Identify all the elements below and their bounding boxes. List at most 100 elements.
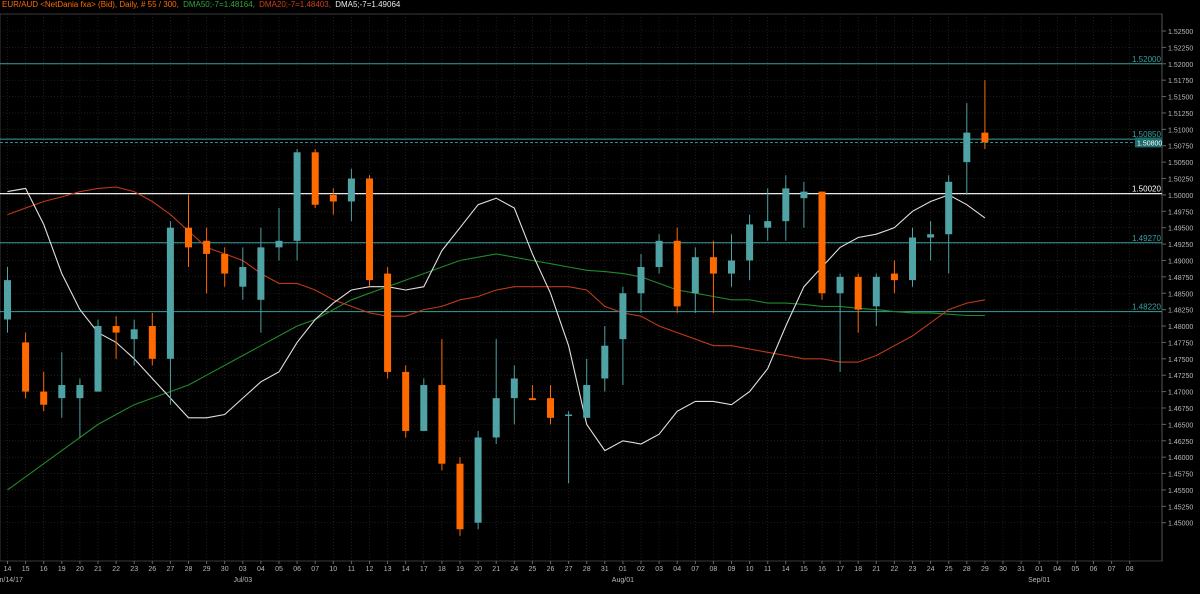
dma50-legend: DMA50;-7=1.48164,	[183, 0, 255, 9]
candle-body	[637, 267, 645, 294]
candle	[981, 80, 989, 150]
candle-body	[981, 132, 989, 143]
x-tick-label: 08	[710, 566, 718, 573]
candle	[221, 247, 229, 287]
candle	[854, 273, 862, 333]
x-tick-label: 27	[565, 566, 573, 573]
candle	[601, 326, 609, 392]
x-tick-label: 21	[94, 566, 102, 573]
x-tick-label: 05	[1072, 566, 1080, 573]
candle-body	[890, 273, 898, 281]
candle	[239, 247, 247, 300]
x-tick-label: 24	[510, 566, 518, 573]
y-tick-label: 1.52250	[1168, 45, 1193, 52]
candle	[800, 181, 808, 228]
y-tick-label: 1.48500	[1168, 291, 1193, 298]
candle	[510, 365, 518, 425]
candle-body	[764, 221, 772, 228]
x-month-label: Aug/01	[612, 577, 634, 584]
candle-body	[872, 276, 880, 307]
candle	[872, 273, 880, 327]
candle-body	[311, 152, 319, 205]
candle-body	[709, 257, 717, 274]
y-tick-label: 1.45000	[1168, 521, 1193, 528]
candle	[619, 286, 627, 386]
candle-body	[4, 280, 11, 320]
x-tick-label: 07	[691, 566, 699, 573]
candle	[311, 149, 319, 209]
candle-body	[565, 414, 573, 417]
x-tick-label: 07	[1108, 566, 1116, 573]
x-month-label: Jul/03	[233, 577, 252, 584]
x-tick-label: 22	[112, 566, 120, 573]
candle-body	[619, 293, 627, 340]
candle	[203, 227, 211, 294]
x-tick-label: 06	[1090, 566, 1098, 573]
candle	[963, 103, 971, 195]
x-tick-label: 20	[76, 566, 84, 573]
x-tick-label: 28	[583, 566, 591, 573]
candle-body	[963, 132, 971, 163]
x-tick-label: 04	[257, 566, 265, 573]
x-tick-label: 29	[203, 566, 211, 573]
level-label: 1.48220	[1132, 303, 1161, 312]
candle	[94, 319, 102, 392]
candle-body	[583, 385, 591, 418]
x-tick-label: 26	[148, 566, 156, 573]
x-tick-label: 21	[872, 566, 880, 573]
y-tick-label: 1.48250	[1168, 308, 1193, 315]
instrument-title: EUR/AUD <NetDania fxa> (Bid), Daily, # 5…	[2, 0, 179, 9]
y-tick-label: 1.51000	[1168, 127, 1193, 134]
y-tick-label: 1.50750	[1168, 144, 1193, 151]
ma-line-dma20	[7, 186, 985, 363]
candle-body	[22, 342, 30, 392]
x-tick-label: 10	[746, 566, 754, 573]
candle-body	[384, 273, 392, 372]
candle	[945, 175, 953, 274]
y-tick-label: 1.51750	[1168, 78, 1193, 85]
candle-body	[329, 194, 337, 202]
candle-body	[203, 240, 211, 254]
x-tick-label: 30	[999, 566, 1007, 573]
x-tick-label: 26	[547, 566, 555, 573]
x-tick-label: 01	[1035, 566, 1043, 573]
candle	[890, 260, 898, 294]
x-tick-label: 14	[4, 566, 12, 573]
candle-body	[945, 181, 953, 235]
candle-body	[366, 178, 373, 281]
x-tick-label: 25	[945, 566, 953, 573]
candle	[637, 253, 645, 313]
x-tick-label: 04	[673, 566, 681, 573]
x-tick-label: 20	[474, 566, 482, 573]
candle	[275, 208, 283, 261]
candle-body	[927, 234, 935, 238]
candle-body	[492, 398, 500, 438]
y-tick-label: 1.45750	[1168, 472, 1193, 479]
x-tick-label: 18	[854, 566, 862, 573]
current-price-label: 1.50800	[1137, 140, 1162, 147]
y-tick-label: 1.51250	[1168, 111, 1193, 118]
candle	[528, 385, 536, 401]
candle	[130, 319, 138, 366]
candle-body	[239, 267, 247, 287]
x-tick-label: 17	[420, 566, 428, 573]
candle-body	[655, 240, 663, 268]
candle-body	[185, 227, 192, 248]
x-tick-label: 04	[1053, 566, 1061, 573]
dma20-legend: DMA20;-7=1.48403,	[259, 0, 331, 9]
candle-body	[728, 260, 735, 274]
candle-body	[528, 398, 536, 401]
x-tick-label: 03	[239, 566, 247, 573]
candle-body	[347, 178, 355, 202]
candle	[547, 385, 554, 425]
y-tick-label: 1.49250	[1168, 242, 1193, 249]
x-month-label: Sep/01	[1028, 577, 1050, 584]
y-tick-label: 1.46500	[1168, 422, 1193, 429]
x-tick-label: 25	[529, 566, 537, 573]
candle	[492, 339, 500, 445]
candle-body	[58, 385, 66, 399]
y-tick-label: 1.48750	[1168, 275, 1193, 282]
x-tick-label: 15	[800, 566, 808, 573]
